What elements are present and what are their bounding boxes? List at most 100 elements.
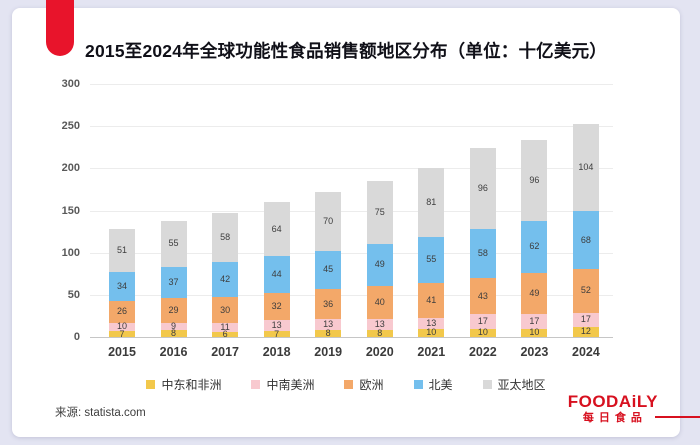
bar-segment-2018: 32 xyxy=(263,293,290,321)
logo-rule-line xyxy=(655,416,700,418)
bar-value-label: 81 xyxy=(426,197,437,207)
bar-value-label: 10 xyxy=(426,327,437,338)
x-axis-label: 2022 xyxy=(468,345,497,359)
bar-value-label: 11 xyxy=(220,321,230,332)
gridline-100 xyxy=(90,252,613,254)
bar-segment-2016: 29 xyxy=(160,298,187,323)
bar-segment-2017: 58 xyxy=(212,213,239,262)
bar-value-label: 104 xyxy=(578,161,594,172)
bar-value-label: 8 xyxy=(171,328,177,339)
source-note: 来源: statista.com xyxy=(55,407,146,419)
bar-segment-2017: 6 xyxy=(212,329,239,338)
legend: 中东和非洲 中南美洲 欧洲 北美 亚太地区 xyxy=(12,376,680,393)
bar-value-label: 75 xyxy=(374,207,385,218)
bar-value-label: 17 xyxy=(477,315,488,326)
x-axis-label: 2023 xyxy=(520,345,549,359)
legend-label: 中东和非洲 xyxy=(161,378,222,392)
bar-value-label: 29 xyxy=(168,304,179,315)
y-tick-label: 150 xyxy=(61,204,80,217)
y-tick-label: 100 xyxy=(61,246,80,259)
bar-segment-2015: 51 xyxy=(109,229,135,273)
bar-value-label: 64 xyxy=(271,223,282,234)
bar-segment-2022: 10 xyxy=(469,327,496,338)
bar-value-label: 8 xyxy=(377,328,383,339)
x-axis-label: 2021 xyxy=(417,345,446,359)
bar-value-label: 8 xyxy=(325,328,331,339)
bar-value-label: 13 xyxy=(374,319,385,330)
bar-segment-2018: 44 xyxy=(263,256,290,294)
bar-value-label: 9 xyxy=(171,320,177,331)
bar-value-label: 10 xyxy=(477,327,488,338)
x-axis-label: 2015 xyxy=(108,345,136,359)
y-tick-label: 250 xyxy=(61,120,80,133)
bar-segment-2023: 10 xyxy=(521,327,548,338)
bar-value-label: 55 xyxy=(168,238,179,249)
gridline-50 xyxy=(90,294,613,296)
bar-segment-2019: 36 xyxy=(315,288,342,320)
bar-value-label: 10 xyxy=(529,327,540,338)
bar-value-label: 43 xyxy=(477,290,488,301)
gridline-250 xyxy=(90,126,613,128)
bar-segment-2023: 96 xyxy=(521,139,548,221)
legend-item: 中东和非洲 xyxy=(146,376,221,393)
legend-label: 亚太地区 xyxy=(497,378,546,392)
bar-value-label: 49 xyxy=(374,259,385,270)
bar-segment-2022: 58 xyxy=(469,229,496,278)
bar-value-label: 13 xyxy=(323,319,334,330)
x-axis-label: 2016 xyxy=(159,345,188,359)
legend-item: 中南美洲 xyxy=(251,376,314,393)
bar-value-label: 32 xyxy=(271,301,282,312)
x-axis-label: 2017 xyxy=(211,345,239,359)
bar-value-label: 51 xyxy=(116,245,127,256)
bar-value-label: 55 xyxy=(426,254,437,265)
y-tick-label: 50 xyxy=(67,288,80,301)
bar-segment-2017: 11 xyxy=(212,321,239,332)
bar-segment-2018: 13 xyxy=(263,320,290,332)
bar-segment-2019: 45 xyxy=(315,251,342,289)
bar-segment-2020: 75 xyxy=(366,180,393,245)
bar-segment-2020: 8 xyxy=(366,328,393,339)
gridline-150 xyxy=(90,210,613,212)
bar-segment-2017: 42 xyxy=(212,261,239,298)
bar-segment-2018: 7 xyxy=(263,329,290,338)
bar-segment-2016: 55 xyxy=(160,220,187,268)
bar-value-label: 42 xyxy=(220,274,231,285)
x-axis-label: 2019 xyxy=(314,345,343,359)
legend-swatch-icon xyxy=(482,380,492,389)
bar-segment-2023: 62 xyxy=(521,220,548,273)
legend-swatch-icon xyxy=(344,380,354,389)
plot-area: 0 50 100 150 200 250 300 7 10 26 34 51 2015 8 9 29 37 55 2… xyxy=(62,78,613,359)
bar-segment-2017: 30 xyxy=(212,297,239,323)
legend-item: 亚太地区 xyxy=(482,376,546,393)
bar-segment-2024: 12 xyxy=(572,326,599,337)
bar-segment-2021: 41 xyxy=(418,283,445,318)
bar-segment-2020: 40 xyxy=(366,285,393,320)
legend-item: 欧洲 xyxy=(344,376,384,393)
y-tick-label: 200 xyxy=(61,162,80,175)
red-accent-bar xyxy=(46,0,74,56)
bar-value-label: 13 xyxy=(426,317,437,328)
bar-segment-2021: 55 xyxy=(418,236,445,284)
legend-swatch-icon xyxy=(251,380,261,389)
bar-segment-2021: 10 xyxy=(418,327,445,338)
bar-segment-2020: 49 xyxy=(366,244,393,286)
gridline-200 xyxy=(90,168,613,170)
bar-value-label: 52 xyxy=(580,285,591,296)
bar-value-label: 17 xyxy=(580,314,591,325)
bar-segment-2020: 13 xyxy=(366,319,393,331)
bar-value-label: 41 xyxy=(426,294,437,305)
bar-segment-2015: 26 xyxy=(109,300,135,323)
x-axis-label: 2018 xyxy=(262,345,291,359)
bar-segment-2022: 43 xyxy=(469,277,496,315)
bar-value-label: 58 xyxy=(220,232,231,242)
bar-segment-2021: 81 xyxy=(418,168,445,237)
bar-segment-2024: 104 xyxy=(572,123,599,212)
bar-segment-2019: 70 xyxy=(315,191,342,251)
legend-label: 欧洲 xyxy=(359,378,384,392)
bar-segment-2024: 17 xyxy=(572,312,599,327)
gridline-300 xyxy=(90,84,613,85)
bar-segment-2015: 34 xyxy=(109,272,135,301)
bar-segment-2021: 13 xyxy=(418,317,445,329)
bar-segment-2019: 13 xyxy=(315,319,342,331)
